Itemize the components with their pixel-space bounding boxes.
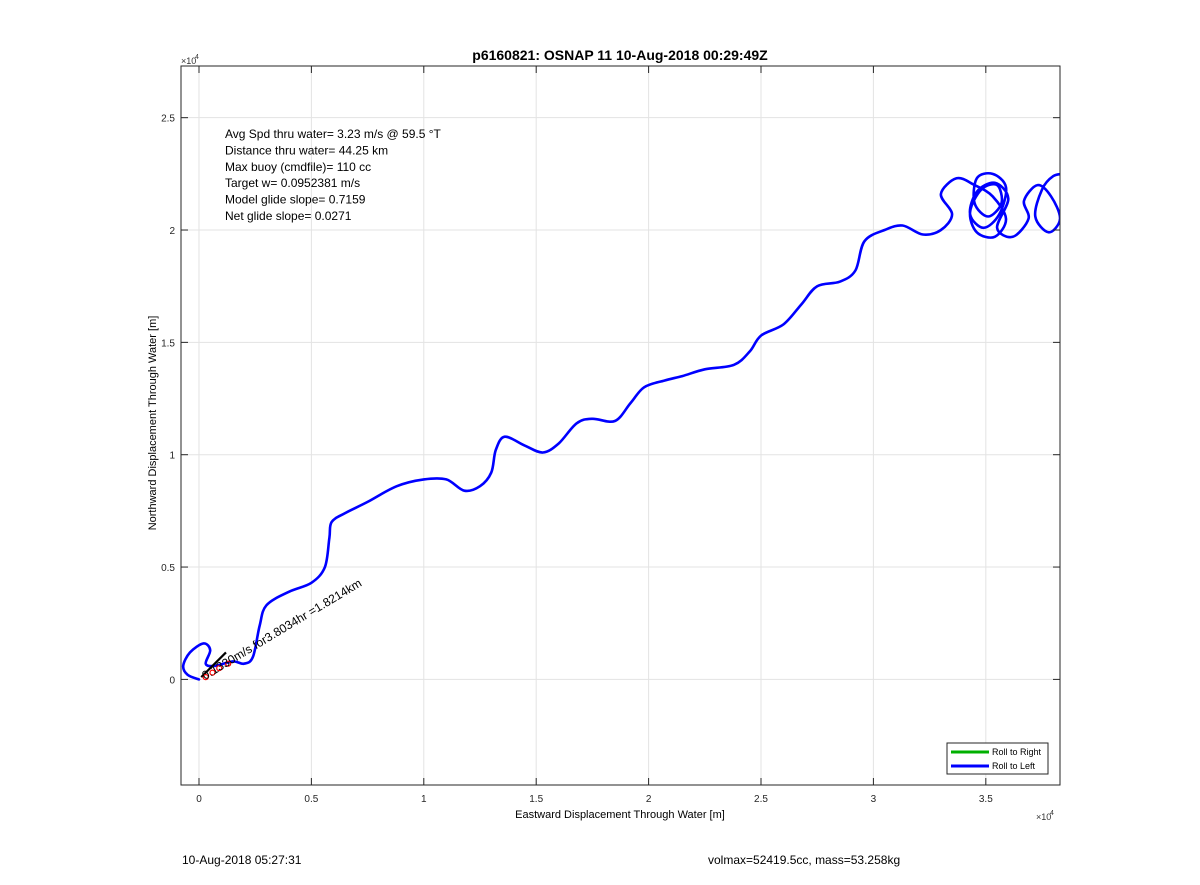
grid bbox=[181, 66, 1060, 785]
x-tick-label: 1 bbox=[421, 794, 427, 805]
x-exponent-power: 4 bbox=[1050, 810, 1054, 817]
stats-annotation-line: Target w= 0.0952381 m/s bbox=[225, 176, 360, 190]
footer-timestamp: 10-Aug-2018 05:27:31 bbox=[182, 853, 302, 867]
x-tick-label: 0 bbox=[196, 794, 202, 805]
plot-frame bbox=[180, 65, 1061, 786]
y-tick-label: 1.5 bbox=[161, 338, 175, 349]
stats-annotation-line: Max buoy (cmdfile)= 110 cc bbox=[225, 160, 371, 174]
x-exponent: ×10 4 bbox=[1036, 810, 1054, 822]
y-tick-label: 1 bbox=[169, 451, 175, 462]
y-tick-label: 2 bbox=[169, 226, 175, 237]
stats-annotation-line: Avg Spd thru water= 3.23 m/s @ 59.5 °T bbox=[225, 127, 442, 141]
y-exponent: ×10 4 bbox=[181, 54, 199, 66]
x-tick-label: 3 bbox=[871, 794, 877, 805]
stats-annotation-line: Model glide slope= 0.7159 bbox=[225, 193, 366, 207]
y-tick-label: 0.5 bbox=[161, 563, 175, 574]
legend-box bbox=[946, 742, 1049, 775]
ticks: 0 0.5 1 1.5 2 2.5 3 3.5 0 0.5 1 1.5 2 2.5 bbox=[161, 66, 1060, 805]
legend: Roll to Right Roll to Left bbox=[946, 742, 1049, 775]
x-tick-label: 2 bbox=[646, 794, 652, 805]
y-tick-label: 0 bbox=[169, 675, 175, 686]
dive-marker-point bbox=[209, 669, 216, 676]
current-vector-arrow bbox=[200, 651, 227, 678]
x-axis-label: Eastward Displacement Through Water [m] bbox=[515, 809, 725, 821]
stats-annotations: Avg Spd thru water= 3.23 m/s @ 59.5 °T Di… bbox=[225, 127, 442, 223]
stats-annotation-line: Net glide slope= 0.0271 bbox=[225, 209, 352, 223]
x-tick-label: 2.5 bbox=[754, 794, 768, 805]
y-axis-label: Northward Displacement Through Water [m] bbox=[147, 316, 159, 531]
footer-volmax-mass: volmax=52419.5cc, mass=53.258kg bbox=[708, 853, 901, 867]
dive-marker-point bbox=[216, 665, 223, 672]
y-exponent-power: 4 bbox=[195, 54, 199, 61]
current-vector-label: 0.1330m/s for3.8034hr =1.8214km bbox=[199, 576, 364, 683]
y-tick-label: 2.5 bbox=[161, 114, 175, 125]
dive-marker-point bbox=[202, 674, 209, 681]
legend-label-roll-right: Roll to Right bbox=[992, 747, 1042, 757]
series-layer bbox=[181, 171, 1060, 681]
x-exponent-base: ×10 bbox=[1036, 812, 1051, 822]
y-exponent-base: ×10 bbox=[181, 56, 196, 66]
stats-annotation-line: Distance thru water= 44.25 km bbox=[225, 143, 388, 157]
dive-marker-point bbox=[225, 660, 232, 667]
x-tick-label: 0.5 bbox=[304, 794, 318, 805]
chart-title: p6160821: OSNAP 11 10-Aug-2018 00:29:49Z bbox=[472, 47, 768, 63]
x-tick-label: 3.5 bbox=[979, 794, 993, 805]
series-line-roll-to-left bbox=[181, 171, 1060, 681]
series-clip-group bbox=[181, 171, 1060, 681]
legend-label-roll-left: Roll to Left bbox=[992, 761, 1036, 771]
x-tick-label: 1.5 bbox=[529, 794, 543, 805]
